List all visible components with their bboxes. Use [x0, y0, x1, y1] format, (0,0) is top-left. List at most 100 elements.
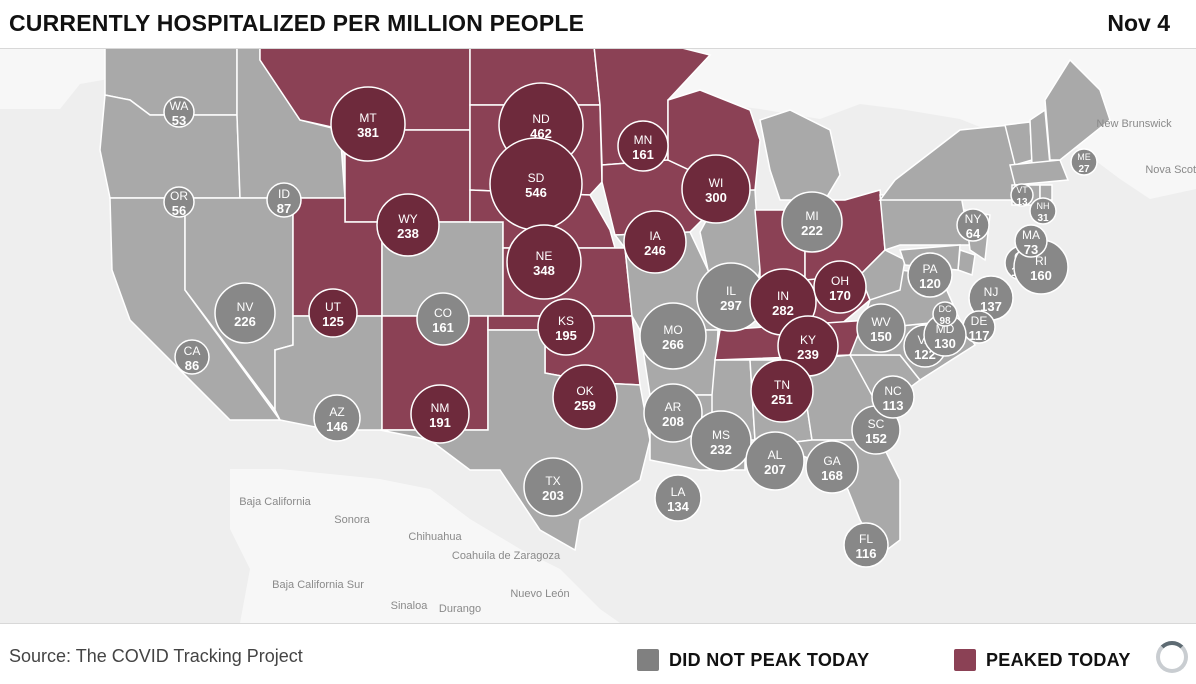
- footer: Source: The COVID Tracking Project DID N…: [0, 623, 1196, 684]
- bubble-circle[interactable]: [1010, 183, 1034, 207]
- bubble-circle[interactable]: [781, 191, 843, 253]
- bubble-circle[interactable]: [843, 522, 889, 568]
- bubble-circle[interactable]: [1070, 148, 1098, 176]
- state-value-label: 251: [771, 392, 793, 407]
- bubble-circle[interactable]: [174, 339, 210, 375]
- state-value-label: 116: [856, 546, 877, 561]
- bubble-circle[interactable]: [214, 282, 276, 344]
- bubble-circle[interactable]: [163, 96, 195, 128]
- loading-spinner-icon: [1156, 641, 1188, 673]
- bubble-circle[interactable]: [932, 301, 958, 327]
- bubble-circle[interactable]: [681, 154, 751, 224]
- state-abbr-label: WY: [398, 212, 417, 226]
- legend-swatch-not-peak: [637, 649, 659, 671]
- bubble-circle[interactable]: [623, 210, 687, 274]
- state-value-label: 64: [966, 226, 981, 241]
- geo-label: Sinaloa: [391, 600, 429, 612]
- bubble-circle[interactable]: [552, 364, 618, 430]
- bubble-circle[interactable]: [813, 260, 867, 314]
- state-value-label: 381: [357, 125, 379, 140]
- state-value-label: 113: [883, 398, 904, 413]
- state-bubble-dc[interactable]: DC 98: [932, 301, 958, 327]
- state-abbr-label: OK: [576, 384, 593, 398]
- bubble-circle[interactable]: [313, 394, 361, 442]
- bubble-circle[interactable]: [745, 431, 805, 491]
- state-abbr-label: ID: [278, 187, 290, 201]
- bubble-circle[interactable]: [654, 474, 702, 522]
- bubble-circle[interactable]: [416, 292, 470, 346]
- bubble-circle[interactable]: [266, 182, 302, 218]
- land-layer: [0, 49, 1196, 623]
- bubble-circle[interactable]: [330, 86, 406, 162]
- state-abbr-label: NM: [431, 401, 450, 415]
- bubble-circle[interactable]: [639, 302, 707, 370]
- bubble-circle[interactable]: [1029, 197, 1057, 225]
- bubble-circle[interactable]: [856, 303, 906, 353]
- state-bubble-vt[interactable]: VT 13: [1010, 183, 1034, 208]
- state-bubble-nh[interactable]: NH 31: [1029, 197, 1057, 225]
- bubble-circle[interactable]: [523, 457, 583, 517]
- header: CURRENTLY HOSPITALIZED PER MILLION PEOPL…: [0, 0, 1196, 49]
- bubble-circle[interactable]: [376, 193, 440, 257]
- bubble-circle[interactable]: [410, 384, 470, 444]
- bubble-circle[interactable]: [871, 375, 915, 419]
- state-abbr-label: AR: [665, 400, 682, 414]
- state-abbr-label: DE: [971, 314, 988, 328]
- bubble-circle[interactable]: [750, 359, 814, 423]
- bubble-circle[interactable]: [956, 208, 990, 242]
- bubble-circle[interactable]: [1014, 224, 1048, 258]
- us-map: New Brunswick Nova Scotia Baja California S…: [0, 49, 1196, 623]
- bubble-circle[interactable]: [308, 288, 358, 338]
- bubble-circle[interactable]: [506, 224, 582, 300]
- state-value-label: 125: [322, 314, 344, 329]
- bubble-circle[interactable]: [617, 120, 669, 172]
- bubble-circle[interactable]: [643, 383, 703, 443]
- bubble-circle[interactable]: [690, 410, 752, 472]
- state-abbr-label: NV: [237, 300, 254, 314]
- bubble-circle[interactable]: [163, 186, 195, 218]
- bubble-circle[interactable]: [805, 440, 859, 494]
- bubble-circle[interactable]: [537, 298, 595, 356]
- bubble-circle[interactable]: [907, 252, 953, 298]
- state-bubble-me[interactable]: ME 27: [1070, 148, 1098, 176]
- state-shape-me: [1044, 58, 1111, 161]
